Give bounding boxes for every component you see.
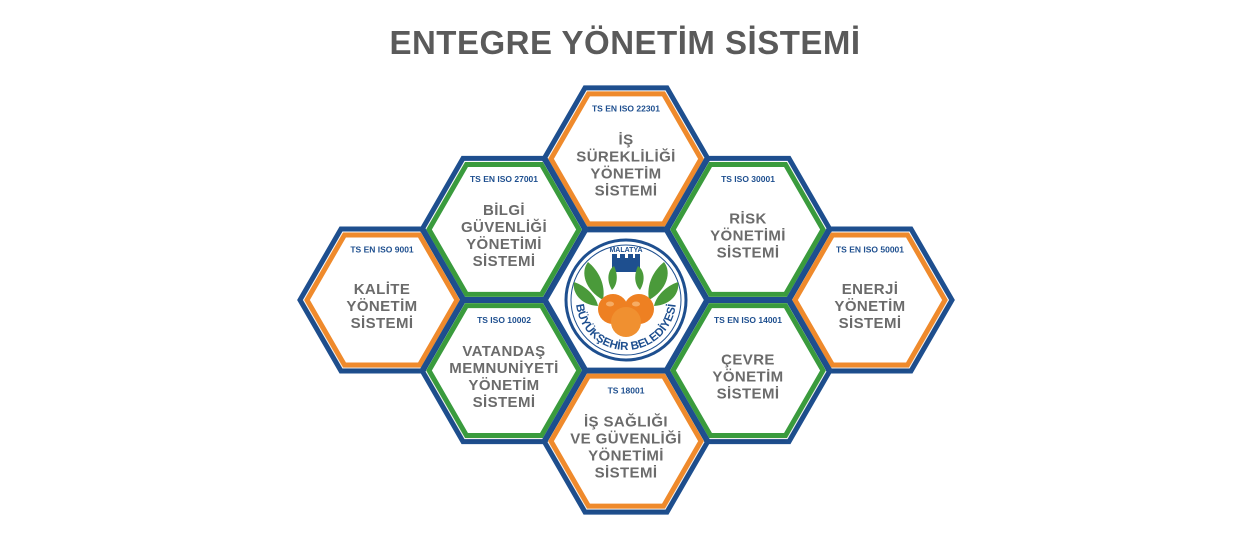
system-name-line: ENERJİ [842,281,899,298]
iso-code: TS EN ISO 22301 [592,103,660,113]
apricot-icon [598,294,654,337]
system-name-line: SİSTEMİ [717,244,780,261]
system-name-line: YÖNETİM [712,369,783,386]
system-name-line: MEMNUNİYETİ [449,360,558,377]
system-name-line: SİSTEMİ [595,465,658,482]
leaves-icon [573,262,679,306]
hexagon-border [670,303,826,438]
hexagon-vatandas: TS ISO 10002 VATANDAŞMEMNUNİYETİYÖNETİMSİ… [419,297,589,445]
system-name-line: İŞ [619,131,634,148]
hexagon-border [548,373,704,509]
system-name-line: YÖNETİMİ [710,227,786,244]
system-name-line: YÖNETİMİ [466,236,542,253]
system-name-line: YÖNETİMİ [588,448,664,465]
system-name-line: KALİTE [354,281,411,298]
iso-code: TS 18001 [608,386,645,396]
hexagon-border [792,232,948,368]
system-name-line: BİLGİ [483,202,525,219]
system-name-line: YÖNETİM [346,298,417,315]
hexagon-frame [541,367,711,515]
hexagon-bilgi-guvenligi: TS EN ISO 27001 BİLGİGÜVENLİĞİYÖNETİMİSİS… [419,155,589,303]
iso-code: TS EN ISO 9001 [350,244,414,254]
hexagon-border [304,232,460,368]
hexagon-border [670,162,826,297]
system-name-line: VE GÜVENLİĞİ [570,430,682,448]
logo-inner-ring [570,244,682,356]
system-name-line: YÖNETİM [468,377,539,394]
system-name-line: VATANDAŞ [462,343,545,360]
center-logo: MALATYA [564,238,688,362]
logo-city-text: MALATYA [609,247,642,254]
hexagon-border [426,162,582,297]
system-name-line: ÇEVRE [721,352,775,369]
system-name-line: SİSTEMİ [473,253,536,270]
hexagon-layer: TS EN ISO 22301İŞSÜREKLİLİĞİYÖNETİMSİSTE… [297,85,955,515]
castle-icon [612,254,640,272]
system-name-line: YÖNETİM [834,298,905,315]
system-name-line: GÜVENLİĞİ [461,218,547,236]
system-name-line: YÖNETİM [590,165,661,182]
system-name-line: SİSTEMİ [839,315,902,332]
page-title: ENTEGRE YÖNETİM SİSTEMİ [389,24,861,61]
hexagon-border [426,303,582,438]
hexagon-is-surekliligi: TS EN ISO 22301 İŞSÜREKLİLİĞİYÖNETİMSİSTE… [541,85,711,233]
iso-code: TS EN ISO 50001 [836,244,904,254]
system-name-line: RİSK [729,210,766,227]
logo-ring [564,238,688,362]
iso-code: TS ISO 30001 [721,174,775,184]
system-name-line: SİSTEMİ [473,394,536,411]
system-name-line: İŞ SAĞLIĞI [584,413,668,431]
hexagon-border [548,91,704,227]
system-name-line: SİSTEMİ [351,315,414,332]
system-name-line: SİSTEMİ [717,386,780,403]
system-name-line: SİSTEMİ [595,182,658,199]
iso-code: TS EN ISO 27001 [470,174,538,184]
system-name-line: SÜREKLİLİĞİ [576,147,675,165]
iso-code: TS EN ISO 14001 [714,315,782,325]
iso-code: TS ISO 10002 [477,315,531,325]
